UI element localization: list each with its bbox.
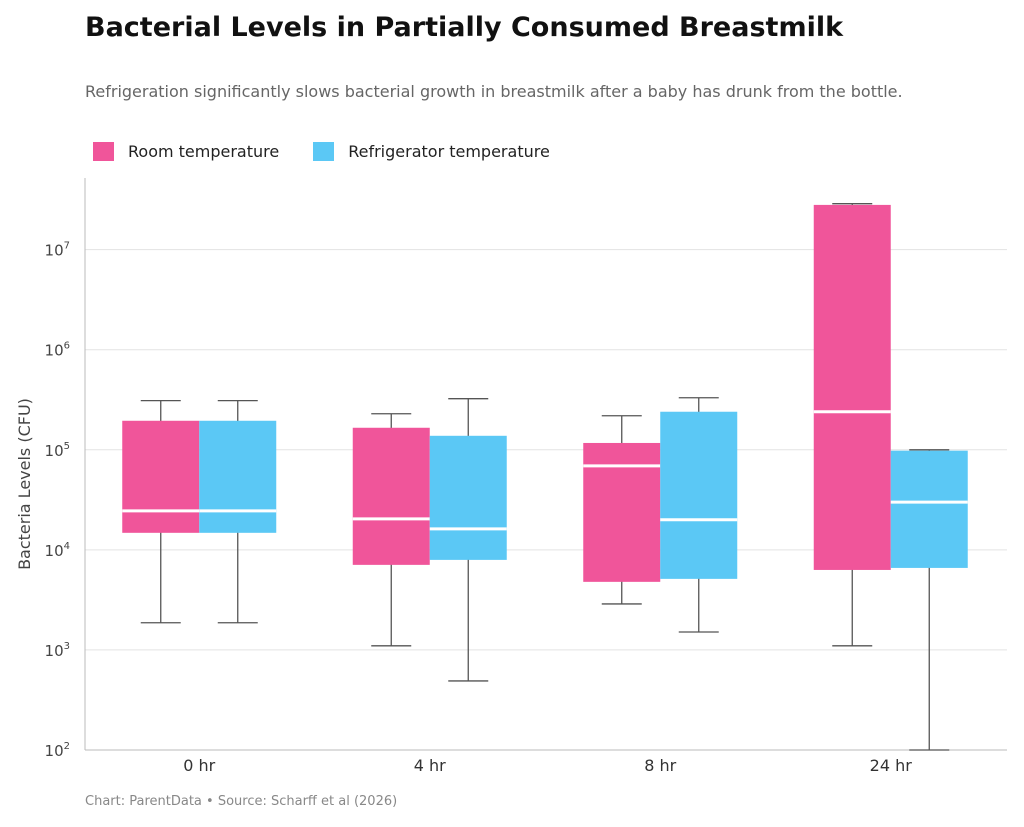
y-tick-label: 102 <box>45 741 70 760</box>
box-room <box>352 427 430 565</box>
legend-swatch-room <box>93 142 114 161</box>
box-room <box>122 420 200 533</box>
x-tick-label: 4 hr <box>414 756 446 775</box>
legend: Room temperature Refrigerator temperatur… <box>93 142 550 161</box>
box-room <box>583 442 661 582</box>
box-fridge <box>660 411 738 579</box>
chart-subtitle: Refrigeration significantly slows bacter… <box>85 82 903 101</box>
x-tick-label: 8 hr <box>644 756 676 775</box>
chart-title: Bacterial Levels in Partially Consumed B… <box>85 12 844 43</box>
legend-item-room: Room temperature <box>93 142 279 161</box>
legend-swatch-fridge <box>313 142 335 161</box>
y-tick-label: 105 <box>45 441 70 460</box>
y-tick-label: 106 <box>45 341 70 360</box>
x-tick-label: 24 hr <box>870 756 913 775</box>
footer-source: Chart: ParentData • Source: Scharff et a… <box>85 794 398 809</box>
box-fridge <box>890 450 968 568</box>
y-axis-label: Bacteria Levels (CFU) <box>15 398 34 570</box>
legend-label-fridge: Refrigerator temperature <box>348 142 550 161</box>
box-fridge <box>429 435 507 560</box>
box-room <box>813 204 891 570</box>
x-tick-label: 0 hr <box>183 756 215 775</box>
y-tick-label: 107 <box>45 241 70 260</box>
y-tick-label: 103 <box>45 641 70 660</box>
y-tick-label: 104 <box>45 541 70 560</box>
box-fridge <box>199 420 277 533</box>
legend-label-room: Room temperature <box>128 142 280 161</box>
legend-item-fridge: Refrigerator temperature <box>313 142 550 161</box>
